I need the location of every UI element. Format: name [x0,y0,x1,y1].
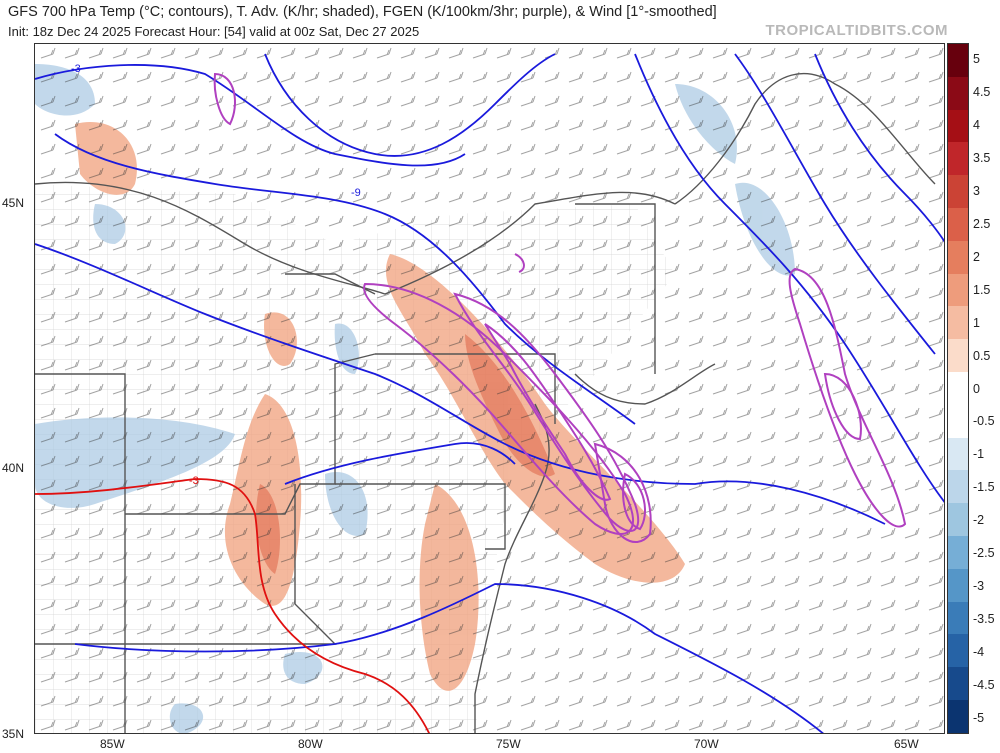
colorbar-swatch [948,109,968,143]
colorbar-tick-label: -0.5 [973,414,995,429]
colorbar-swatch [948,470,968,504]
longitude-label: 70W [694,737,719,751]
weather-map[interactable]: -3 -9 -3 [34,43,945,734]
frontogenesis-contours [213,72,907,544]
colorbar-tick-label: -4 [973,644,985,659]
colorbar-tick-label: 1.5 [973,282,991,297]
colorbar-swatch [948,601,968,635]
colorbar-tick-label: 3 [973,184,980,199]
colorbar-tick-label: -3 [973,578,985,593]
colorbar-tick-label: -2 [973,513,985,528]
red-temperature-contour [35,478,430,733]
longitude-label: 80W [298,737,323,751]
colorbar-swatch [948,503,968,536]
brand-watermark: TROPICALTIDBITS.COM [765,22,948,39]
colorbar-swatch [948,306,968,340]
longitude-label: 85W [100,737,125,751]
colorbar-swatch [948,207,968,241]
colorbar-tick-label: -2.5 [973,546,995,561]
colorbar-swatch [948,371,968,405]
colorbar-swatch [948,535,968,569]
colorbar-tick-label: 2.5 [973,216,991,231]
map-title: GFS 700 hPa Temp (°C; contours), T. Adv.… [8,4,717,20]
colorbar-tick-label: 3.5 [973,151,991,166]
colorbar-swatch [948,175,968,208]
colorbar-tick-label: 0 [973,381,980,396]
colorbar-tick-label: -4.5 [973,677,995,692]
contour-label: -3 [71,63,81,75]
colorbar-swatch [948,273,968,307]
colorbar [947,43,969,734]
colorbar-swatch [948,44,968,77]
colorbar-swatch [948,699,968,733]
latitude-label: 35N [2,727,25,741]
colorbar-tick-label: 4.5 [973,85,991,100]
contour-label: -3 [189,475,199,487]
colorbar-tick-label: -3.5 [973,611,995,626]
colorbar-swatch [948,568,968,602]
latitude-label: 45N [2,196,25,210]
colorbar-tick-label: 4 [973,118,980,133]
latitude-label: 40N [2,461,25,475]
colorbar-swatch [948,667,968,700]
colorbar-swatch [948,634,968,668]
wind-barbs [35,44,944,733]
colorbar-tick-label: 0.5 [973,348,991,363]
colorbar-tick-label: 5 [973,52,980,67]
colorbar-swatch [948,339,968,372]
colorbar-swatch [948,142,968,176]
colorbar-swatch [948,404,968,438]
map-canvas: -3 -9 -3 [35,44,944,733]
colorbar-tick-label: 2 [973,249,980,264]
longitude-label: 65W [894,737,919,751]
longitude-label: 75W [496,737,521,751]
colorbar-tick-label: 1 [973,315,980,330]
colorbar-tick-label: -1.5 [973,480,995,495]
colorbar-swatch [948,437,968,471]
contour-label: -9 [351,187,361,199]
colorbar-swatch [948,240,968,274]
colorbar-tick-label: -5 [973,710,985,725]
colorbar-tick-label: -1 [973,447,985,462]
map-subtitle: Init: 18z Dec 24 2025 Forecast Hour: [54… [8,24,420,39]
colorbar-swatch [948,76,968,110]
